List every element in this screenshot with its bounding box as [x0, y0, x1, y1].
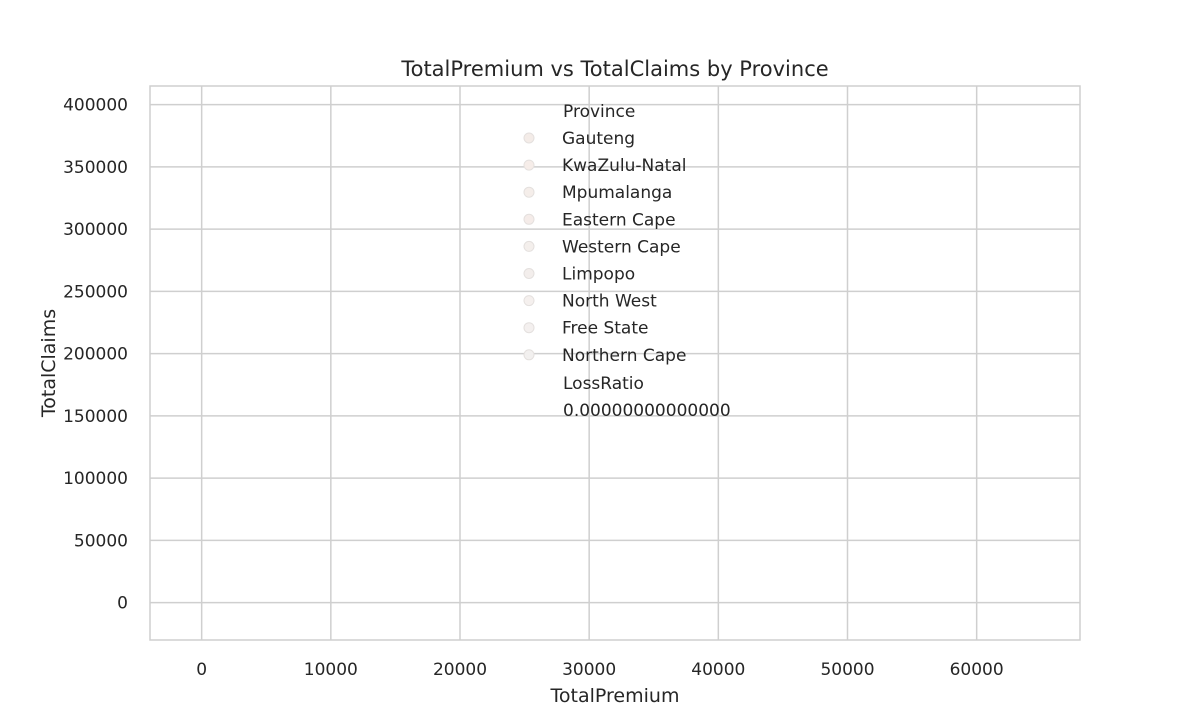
legend-size-title: LossRatio [563, 374, 644, 394]
x-tick-label: 30000 [562, 660, 616, 680]
legend-marker [523, 159, 535, 171]
legend-marker [523, 322, 535, 334]
legend-marker [523, 132, 535, 144]
legend-entry-label: Limpopo [562, 265, 635, 285]
y-tick-label: 250000 [63, 282, 128, 302]
y-tick-label: 0 [117, 594, 128, 614]
x-axis-label: TotalPremium [550, 685, 680, 707]
plot-area [149, 85, 1081, 641]
x-tick-label: 60000 [950, 660, 1004, 680]
y-tick-label: 50000 [74, 531, 128, 551]
y-tick-label: 400000 [63, 96, 128, 116]
legend-hue-entries: Gauteng KwaZulu-Natal Mpumalanga Eastern Ca… [523, 129, 686, 366]
legend-entry-label: Gauteng [562, 129, 635, 149]
legend-marker [523, 213, 535, 225]
legend-entry-label: Eastern Cape [562, 210, 676, 230]
x-tick-label: 0 [196, 660, 207, 680]
x-tick-label: 40000 [691, 660, 745, 680]
x-tick-label: 10000 [304, 660, 358, 680]
chart-title: TotalPremium vs TotalClaims by Province [400, 57, 828, 81]
y-axis-label: TotalClaims [38, 309, 60, 418]
legend-marker [523, 186, 535, 198]
legend-entry-label: Western Cape [562, 237, 681, 257]
legend-entry-label: Mpumalanga [562, 183, 672, 203]
y-tick-label: 100000 [63, 469, 128, 489]
legend: Province Gauteng KwaZulu-Natal Mpumalanga E… [523, 102, 731, 421]
y-tick-label: 200000 [63, 345, 128, 365]
x-tick-label: 20000 [433, 660, 487, 680]
legend-marker [523, 268, 535, 279]
legend-entry-label: North West [562, 292, 657, 312]
y-tick-labels: 0 50000 100000 150000 200000 250000 300000 3500… [63, 96, 128, 614]
legend-marker [523, 349, 535, 361]
legend-size-label: 0.00000000000000 [563, 401, 731, 421]
legend-marker [523, 240, 535, 252]
legend-marker [523, 295, 535, 307]
y-gridlines [150, 103, 1080, 604]
y-tick-label: 150000 [63, 407, 128, 427]
legend-entry-label: Northern Cape [562, 346, 686, 366]
legend-hue-title: Province [563, 102, 635, 122]
y-tick-label: 300000 [63, 220, 128, 240]
legend-size-entries: 0.00000000000000 [563, 401, 731, 421]
legend-entry-label: KwaZulu-Natal [562, 156, 686, 176]
x-tick-label: 50000 [820, 660, 874, 680]
x-gridlines [200, 86, 978, 640]
legend-entry-label: Free State [562, 319, 648, 339]
y-tick-label: 350000 [63, 158, 128, 178]
x-tick-labels: 0 10000 20000 30000 40000 50000 60000 [196, 660, 1003, 680]
